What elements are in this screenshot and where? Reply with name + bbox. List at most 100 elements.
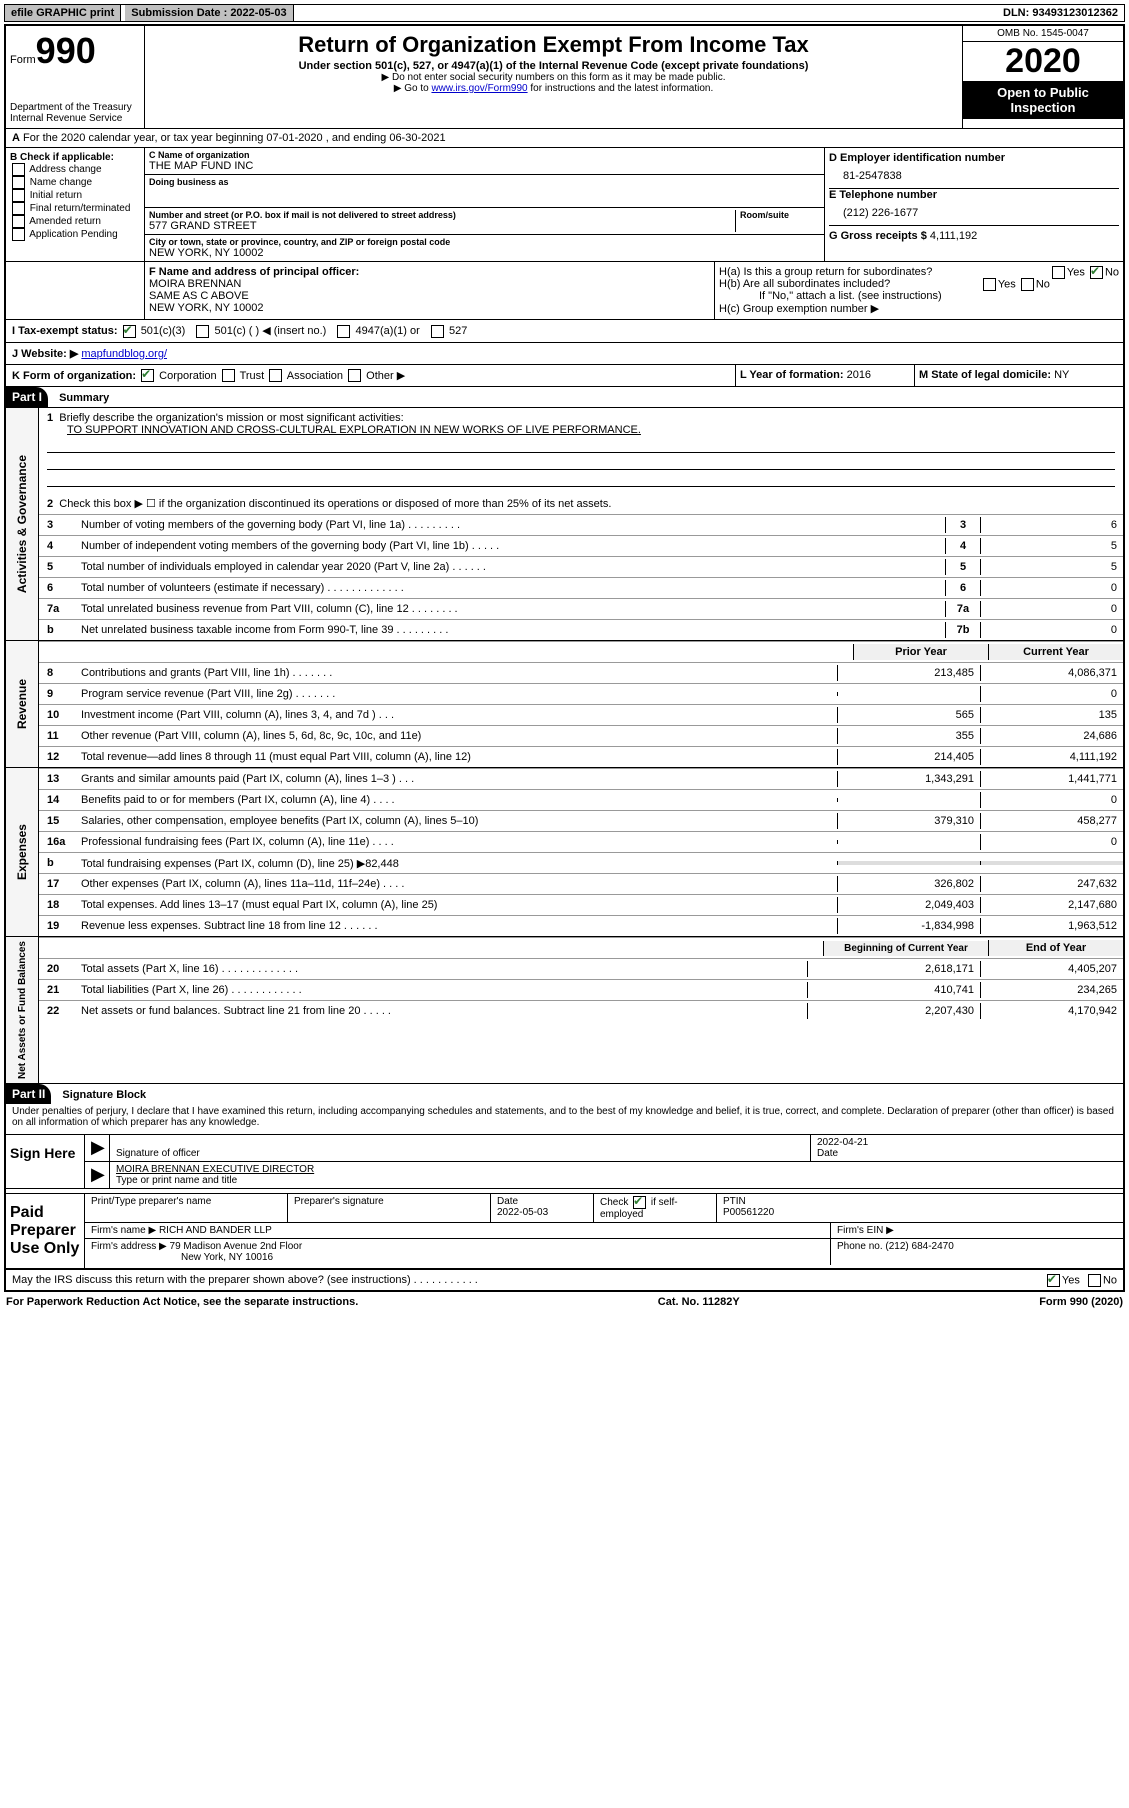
checkbox-self-employed[interactable] (633, 1196, 646, 1209)
firm-addr2: New York, NY 10016 (91, 1252, 273, 1263)
summary-row: 9Program service revenue (Part VIII, lin… (39, 683, 1123, 704)
summary-row: 7aTotal unrelated business revenue from … (39, 598, 1123, 619)
state-domicile: NY (1054, 369, 1069, 381)
checkbox-assoc[interactable] (269, 369, 282, 382)
summary-row: 8Contributions and grants (Part VIII, li… (39, 662, 1123, 683)
tax-exempt-label: I Tax-exempt status: (12, 325, 118, 337)
checkbox-other[interactable] (348, 369, 361, 382)
checkbox-trust[interactable] (222, 369, 235, 382)
checkbox-initial-return[interactable] (12, 189, 25, 202)
summary-row: bNet unrelated business taxable income f… (39, 619, 1123, 640)
irs-link[interactable]: www.irs.gov/Form990 (431, 83, 527, 94)
summary-row: 21Total liabilities (Part X, line 26) . … (39, 979, 1123, 1000)
checkbox-final-return[interactable] (12, 202, 25, 215)
part2-title: Signature Block (54, 1086, 154, 1104)
checkbox-corp[interactable] (141, 369, 154, 382)
summary-row: 14Benefits paid to or for members (Part … (39, 789, 1123, 810)
checkbox-501c3[interactable] (123, 325, 136, 338)
form-label: Form (10, 54, 36, 66)
checkbox-discuss-no[interactable] (1088, 1274, 1101, 1287)
checkbox-527[interactable] (431, 325, 444, 338)
ein-label: D Employer identification number (829, 152, 1005, 164)
org-name-label: C Name of organization (149, 150, 820, 160)
footer-cat: Cat. No. 11282Y (658, 1296, 740, 1308)
dept-treasury: Department of the Treasury Internal Reve… (10, 102, 140, 124)
footer-form: Form 990 (2020) (1039, 1296, 1123, 1308)
website-label: J Website: ▶ (12, 348, 78, 360)
summary-row: 22Net assets or fund balances. Subtract … (39, 1000, 1123, 1021)
current-year-header: Current Year (988, 644, 1123, 660)
line-a: A For the 2020 calendar year, or tax yea… (6, 128, 1123, 147)
checkbox-ha-no[interactable] (1090, 266, 1103, 279)
street-label: Number and street (or P.O. box if mail i… (149, 210, 735, 220)
preparer-date: 2022-05-03 (497, 1207, 548, 1218)
prior-year-header: Prior Year (853, 644, 988, 660)
officer-label: F Name and address of principal officer: (149, 266, 359, 278)
officer-sig-name: MOIRA BRENNAN EXECUTIVE DIRECTOR (116, 1164, 314, 1175)
summary-row: bTotal fundraising expenses (Part IX, co… (39, 852, 1123, 873)
part1-header: Part I (6, 387, 48, 407)
firm-name: RICH AND BANDER LLP (159, 1225, 272, 1236)
checkbox-501c[interactable] (196, 325, 209, 338)
checkbox-address-change[interactable] (12, 163, 25, 176)
preparer-phone: (212) 684-2470 (885, 1241, 953, 1252)
checkbox-name-change[interactable] (12, 176, 25, 189)
tax-year: 2020 (963, 42, 1123, 81)
city-label: City or town, state or province, country… (149, 237, 820, 247)
form-subtitle: Under section 501(c), 527, or 4947(a)(1)… (149, 60, 958, 72)
form-number: 990 (36, 30, 96, 71)
dln: DLN: 93493123012362 (997, 5, 1124, 21)
preparer-sig-label: Preparer's signature (288, 1194, 491, 1222)
summary-row: 18Total expenses. Add lines 13–17 (must … (39, 894, 1123, 915)
summary-row: 19Revenue less expenses. Subtract line 1… (39, 915, 1123, 936)
checkbox-hb-no[interactable] (1021, 278, 1034, 291)
form-header: Form990 Department of the Treasury Inter… (6, 26, 1123, 128)
summary-row: 4Number of independent voting members of… (39, 535, 1123, 556)
line1-label: Briefly describe the organization's miss… (59, 412, 403, 424)
summary-row: 10Investment income (Part VIII, column (… (39, 704, 1123, 725)
summary-row: 16aProfessional fundraising fees (Part I… (39, 831, 1123, 852)
checkbox-hb-yes[interactable] (983, 278, 996, 291)
city: NEW YORK, NY 10002 (149, 247, 820, 259)
public-inspection: Open to Public Inspection (963, 81, 1123, 119)
gross-receipts-label: G Gross receipts $ (829, 230, 927, 242)
section-revenue: Revenue (13, 675, 31, 733)
summary-row: 15Salaries, other compensation, employee… (39, 810, 1123, 831)
checkbox-application-pending[interactable] (12, 228, 25, 241)
mission-text: TO SUPPORT INNOVATION AND CROSS-CULTURAL… (47, 424, 641, 436)
form-container: Form990 Department of the Treasury Inter… (4, 24, 1125, 1292)
footer-pra: For Paperwork Reduction Act Notice, see … (6, 1296, 358, 1308)
year-formation: 2016 (847, 369, 871, 381)
form-of-org-label: K Form of organization: (12, 370, 136, 382)
dba-label: Doing business as (149, 177, 820, 187)
org-name: THE MAP FUND INC (149, 160, 820, 172)
hc-row: H(c) Group exemption number ▶ (719, 302, 1119, 315)
summary-row: 3Number of voting members of the governi… (39, 514, 1123, 535)
checkbox-discuss-yes[interactable] (1047, 1274, 1060, 1287)
section-expenses: Expenses (13, 820, 31, 884)
checkbox-4947[interactable] (337, 325, 350, 338)
summary-row: 6Total number of volunteers (estimate if… (39, 577, 1123, 598)
checkbox-amended[interactable] (12, 215, 25, 228)
gross-receipts-value: 4,111,192 (930, 230, 977, 242)
checkbox-ha-yes[interactable] (1052, 266, 1065, 279)
summary-row: 12Total revenue—add lines 8 through 11 (… (39, 746, 1123, 767)
street: 577 GRAND STREET (149, 220, 735, 232)
section-activities-gov: Activities & Governance (13, 451, 31, 597)
end-year-header: End of Year (988, 940, 1123, 956)
ha-row: H(a) Is this a group return for subordin… (719, 266, 1119, 278)
phone-value: (212) 226-1677 (829, 201, 1119, 225)
efile-print-button[interactable]: efile GRAPHIC print (5, 5, 121, 21)
submission-date: Submission Date : 2022-05-03 (125, 5, 293, 21)
summary-row: 17Other expenses (Part IX, column (A), l… (39, 873, 1123, 894)
summary-row: 5Total number of individuals employed in… (39, 556, 1123, 577)
summary-row: 20Total assets (Part X, line 16) . . . .… (39, 958, 1123, 979)
hb-row: H(b) Are all subordinates included? Yes … (719, 278, 1119, 290)
officer-addr2: NEW YORK, NY 10002 (149, 302, 264, 314)
ptin-value: P00561220 (723, 1207, 774, 1218)
part2-header: Part II (6, 1084, 51, 1104)
sig-officer-label: Signature of officer (116, 1148, 200, 1159)
firm-ein-label: Firm's EIN ▶ (831, 1223, 1123, 1238)
website-link[interactable]: mapfundblog.org/ (81, 348, 167, 360)
line2-text: Check this box ▶ ☐ if the organization d… (59, 498, 611, 510)
